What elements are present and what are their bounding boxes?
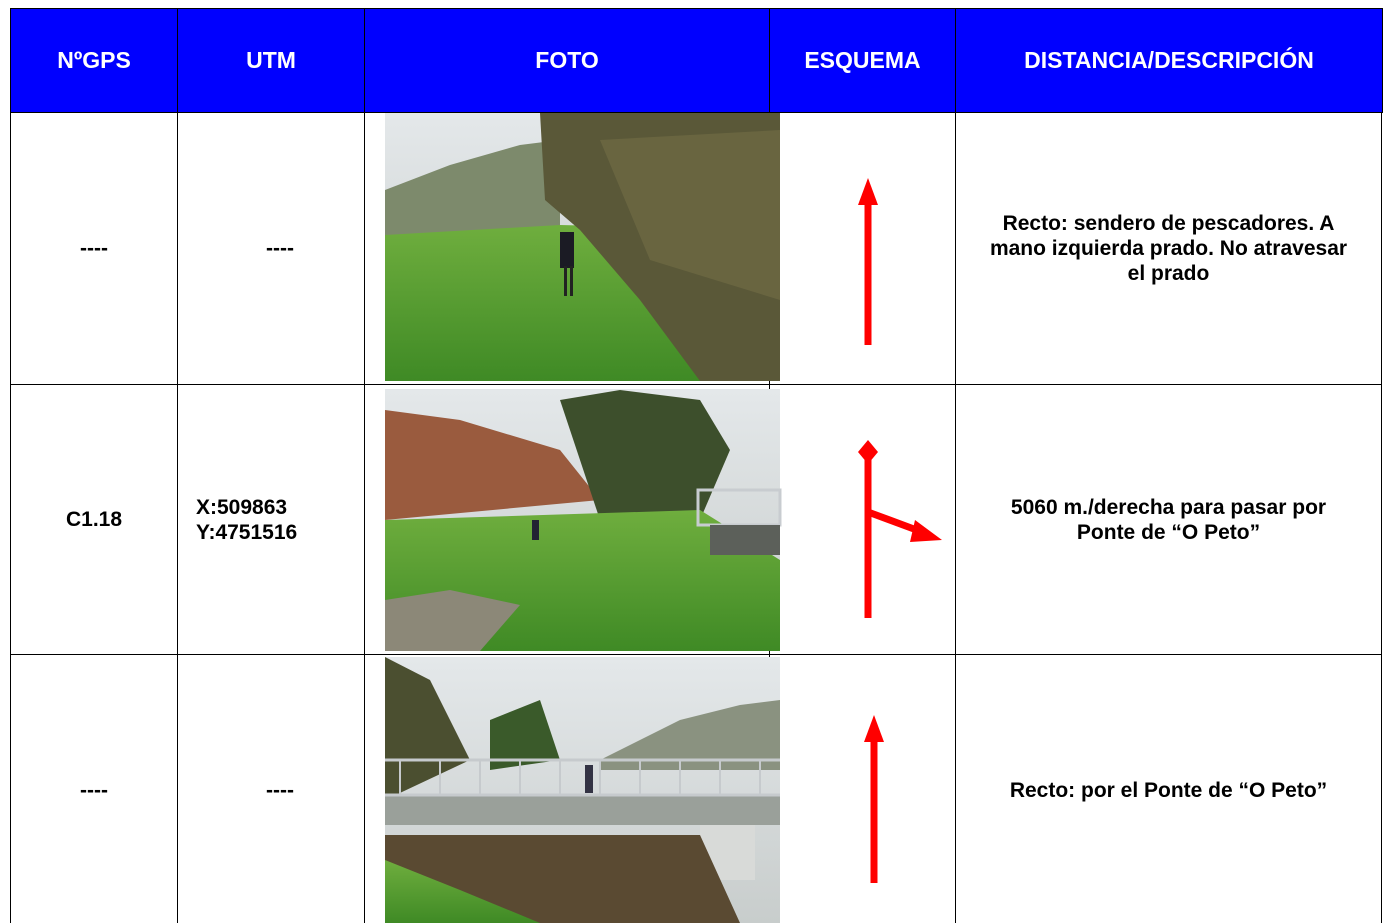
photo: [385, 113, 780, 381]
utm-text: X:509863: [196, 495, 288, 519]
gps-text: ----: [80, 778, 108, 802]
description-cell: Recto: por el Ponte de “O Peto”: [955, 654, 1382, 923]
header-text: DISTANCIA/DESCRIPCIÓN: [1024, 47, 1314, 73]
header-cell: FOTO: [364, 8, 770, 113]
description-cell: Recto: sendero de pescadores. A mano izq…: [955, 112, 1382, 385]
gps-text: ----: [80, 237, 108, 260]
header-text: ESQUEMA: [804, 47, 921, 73]
gps-text: C1.18: [65, 508, 123, 531]
utm-text: Y:4751516: [196, 520, 298, 544]
header-cell: ESQUEMA: [769, 8, 956, 113]
schematic-arrows: [858, 178, 942, 883]
description-cell: 5060 m./derecha para pasar por Ponte de …: [955, 384, 1382, 655]
description-text: Recto: por el Ponte de “O Peto”: [1009, 778, 1328, 802]
header-text: FOTO: [535, 47, 599, 73]
header-cell: DISTANCIA/DESCRIPCIÓN: [955, 8, 1383, 113]
description-text: 5060 m./derecha para pasar por Ponte de …: [1010, 495, 1327, 544]
header-cell: NºGPS: [10, 8, 178, 113]
photo: [385, 657, 780, 923]
utm-text: ----: [266, 237, 294, 260]
description-text: Recto: sendero de pescadores. A mano izq…: [989, 212, 1348, 285]
header-text: UTM: [246, 47, 296, 73]
header-text: NºGPS: [57, 47, 131, 73]
utm-text: ----: [266, 778, 294, 802]
photo: [385, 389, 782, 651]
